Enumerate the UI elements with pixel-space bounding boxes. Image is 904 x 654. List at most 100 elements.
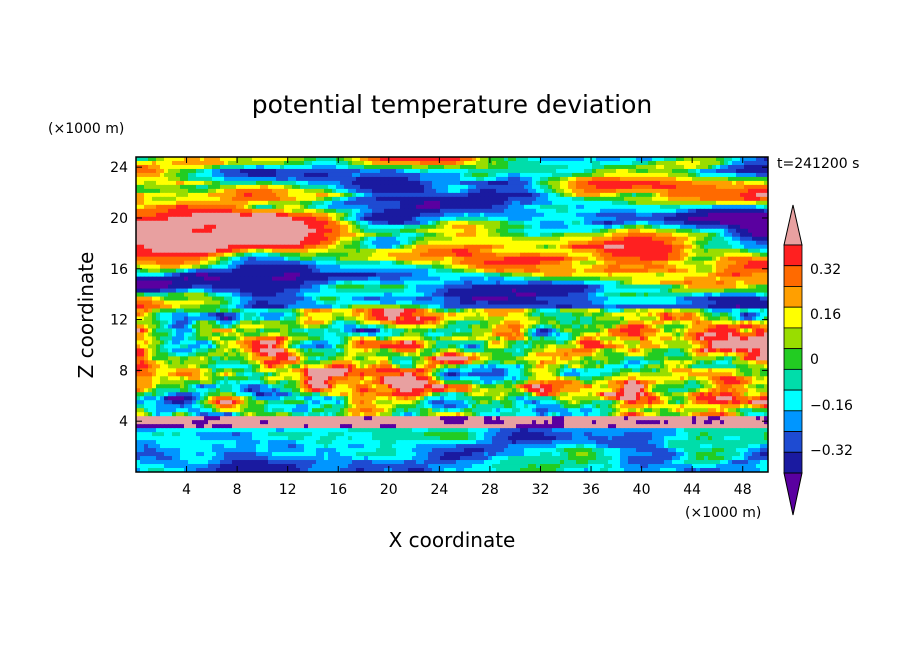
field-cell [672, 200, 677, 206]
field-cell [324, 280, 329, 286]
field-cell [604, 248, 609, 254]
field-cell [704, 240, 709, 246]
field-cell [232, 157, 237, 162]
field-cell [612, 160, 617, 166]
field-cell [568, 260, 573, 266]
field-cell [684, 236, 689, 242]
field-cell [704, 228, 709, 234]
field-cell [632, 196, 637, 202]
field-cell [556, 172, 561, 178]
field-cell [684, 224, 689, 230]
field-cell [188, 256, 193, 262]
field-cell [548, 180, 553, 186]
field-cell [240, 157, 245, 162]
field-cell [512, 236, 517, 242]
field-cell [672, 164, 677, 170]
field-cell [532, 204, 537, 210]
field-cell [660, 224, 665, 230]
field-cell [712, 212, 717, 218]
field-cell [504, 180, 509, 186]
field-cell [300, 164, 305, 170]
field-cell [220, 224, 225, 230]
field-cell [448, 248, 453, 254]
field-cell [604, 272, 609, 278]
field-cell [196, 164, 201, 170]
field-cell [352, 268, 357, 274]
field-cell [416, 196, 421, 202]
field-cell [636, 180, 641, 186]
field-cell [600, 256, 605, 262]
field-cell [412, 204, 417, 210]
field-cell [592, 232, 597, 238]
field-cell [612, 240, 617, 246]
field-cell [760, 244, 765, 250]
field-cell [396, 188, 401, 194]
field-cell [548, 272, 553, 278]
field-cell [444, 236, 449, 242]
field-cell [648, 252, 653, 258]
field-cell [280, 224, 285, 230]
field-cell [400, 240, 405, 246]
field-cell [420, 224, 425, 230]
field-cell [164, 224, 169, 230]
field-cell [260, 244, 265, 250]
field-cell [252, 204, 257, 210]
field-cell [184, 188, 189, 194]
field-cell [384, 212, 389, 218]
field-cell [476, 280, 481, 286]
field-cell [212, 240, 217, 246]
field-cell [424, 216, 429, 222]
field-cell [424, 232, 429, 238]
field-cell [136, 244, 141, 250]
field-cell [228, 160, 233, 166]
field-cell [492, 256, 497, 262]
field-cell [552, 212, 557, 218]
field-cell [428, 232, 433, 238]
field-cell [692, 272, 697, 278]
field-cell [420, 188, 425, 194]
field-cell [728, 264, 733, 270]
field-cell [480, 180, 485, 186]
field-cell [136, 172, 141, 178]
field-cell [600, 236, 605, 242]
field-cell [740, 172, 745, 178]
field-cell [728, 172, 733, 178]
field-cell [240, 256, 245, 262]
field-cell [232, 164, 237, 170]
field-cell [464, 212, 469, 218]
field-cell [452, 157, 457, 162]
field-cell [688, 240, 693, 246]
field-cell [292, 244, 297, 250]
field-cell [632, 180, 637, 186]
field-cell [360, 228, 365, 234]
field-cell [608, 192, 613, 198]
field-cell [328, 168, 333, 174]
field-cell [436, 160, 441, 166]
field-cell [580, 264, 585, 270]
field-cell [344, 272, 349, 278]
field-cell [528, 272, 533, 278]
field-cell [140, 208, 145, 214]
field-cell [380, 240, 385, 246]
field-cell [680, 264, 685, 270]
field-cell [176, 224, 181, 230]
field-cell [532, 188, 537, 194]
field-cell [564, 264, 569, 270]
field-cell [756, 224, 761, 230]
field-cell [508, 192, 513, 198]
field-cell [296, 204, 301, 210]
field-cell [260, 272, 265, 278]
field-cell [684, 164, 689, 170]
field-cell [656, 172, 661, 178]
field-cell [500, 180, 505, 186]
field-cell [688, 184, 693, 190]
field-cell [516, 180, 521, 186]
field-cell [692, 224, 697, 230]
field-cell [304, 276, 309, 282]
field-cell [756, 240, 761, 246]
field-cell [280, 236, 285, 242]
field-cell [580, 276, 585, 282]
field-cell [368, 172, 373, 178]
field-cell [220, 212, 225, 218]
field-cell [472, 196, 477, 202]
